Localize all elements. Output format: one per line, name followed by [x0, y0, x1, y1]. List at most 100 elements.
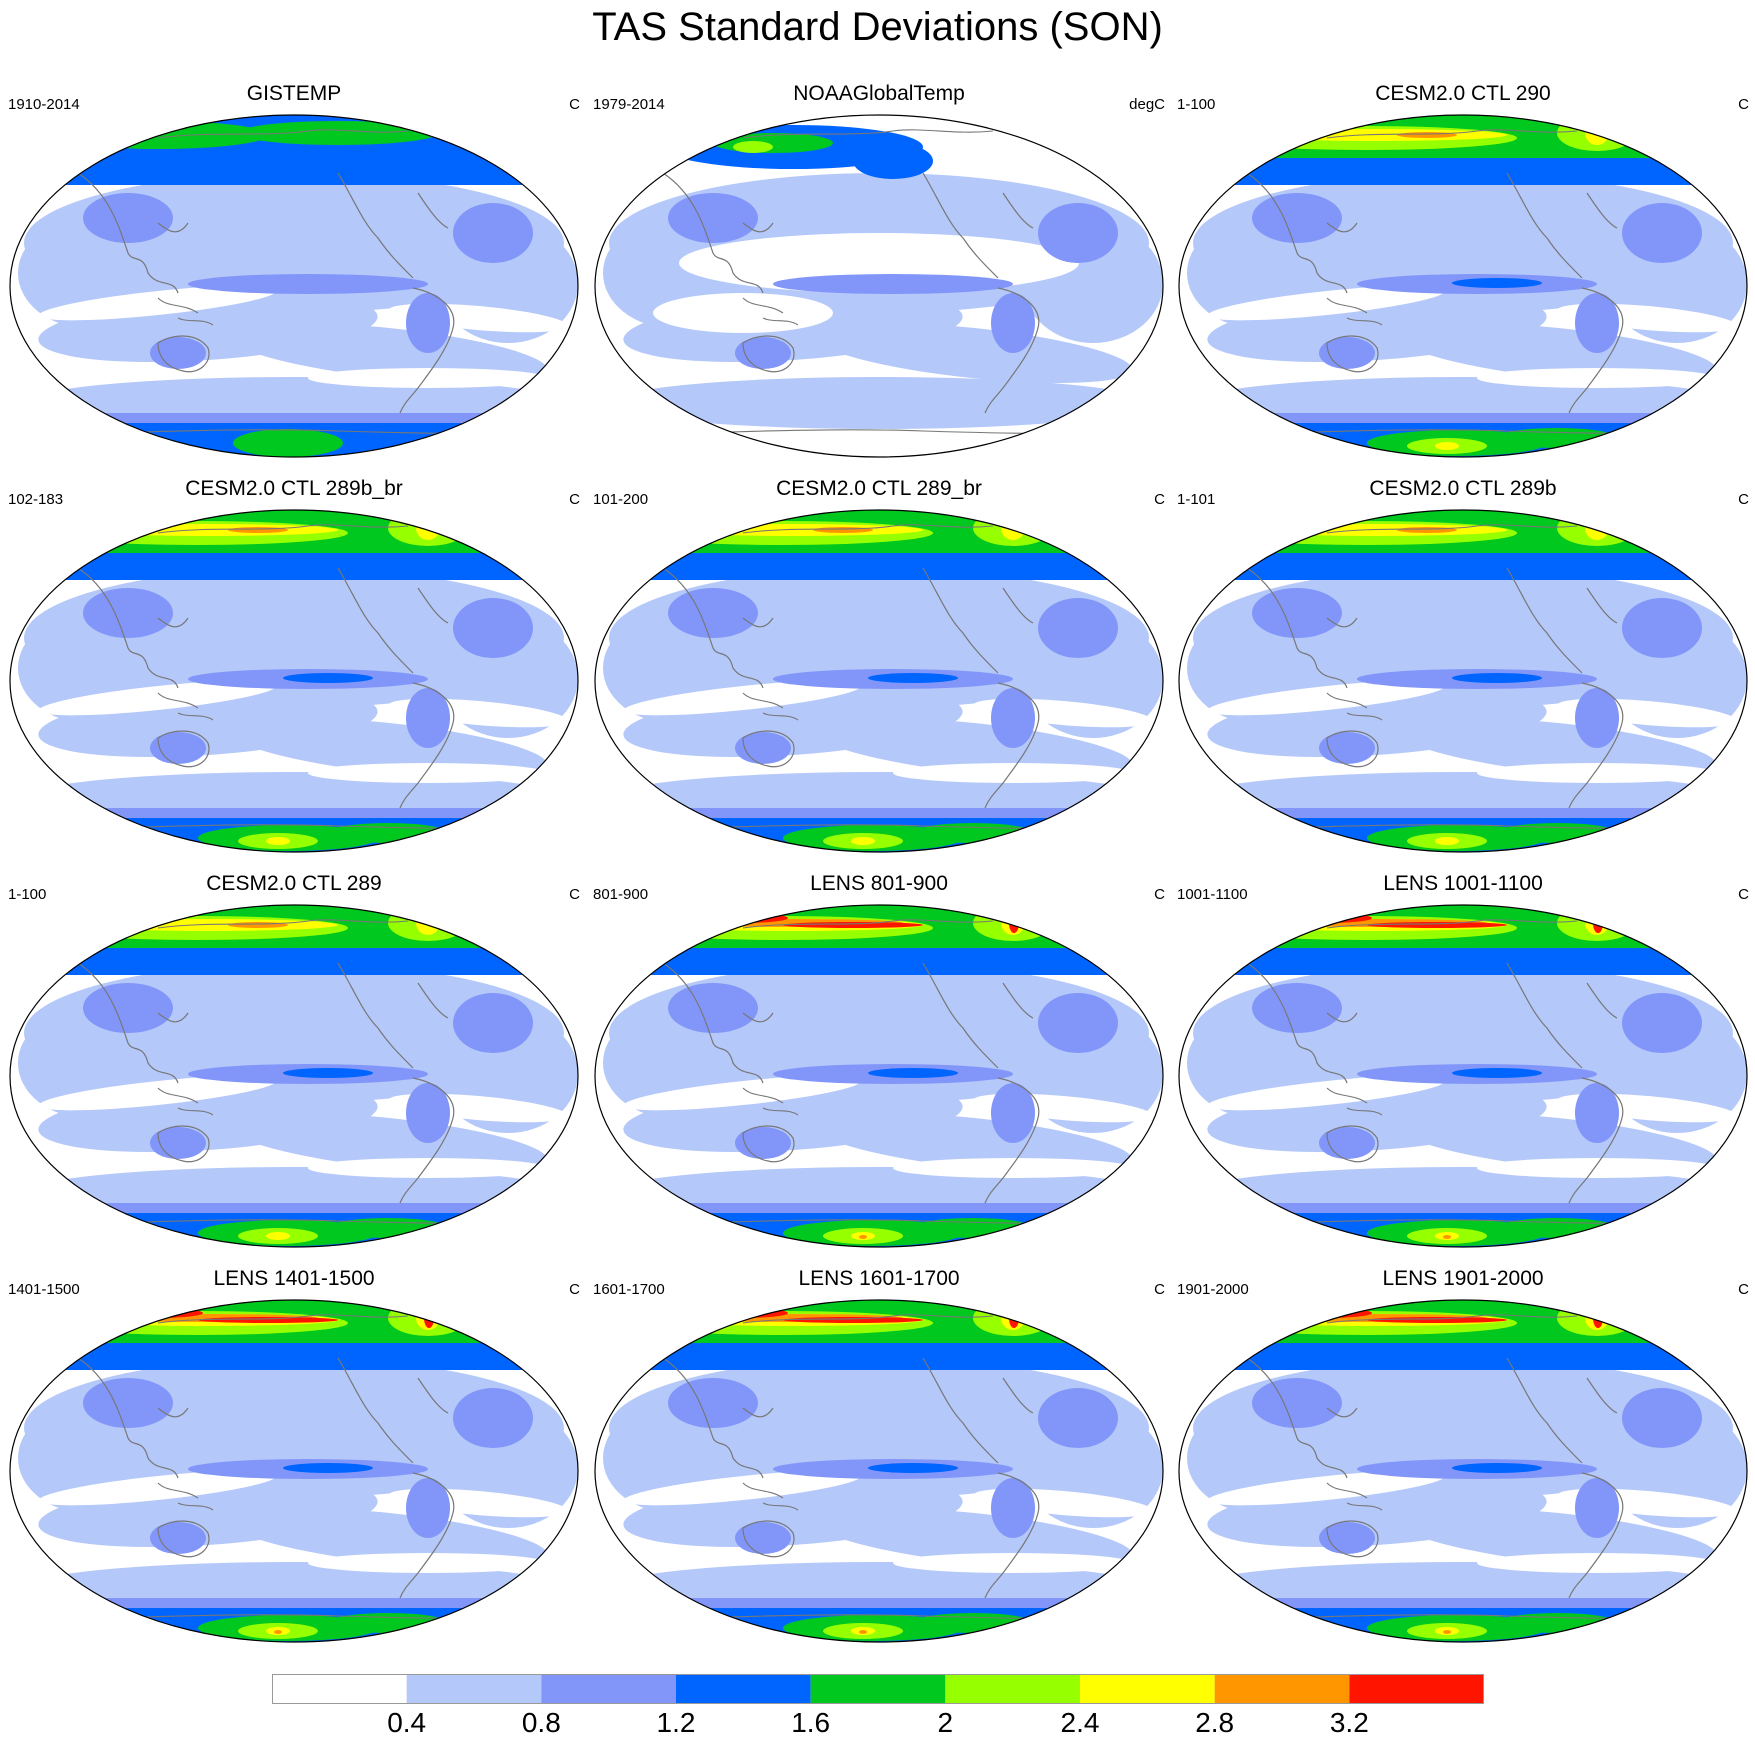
continent-anomaly — [1575, 1083, 1619, 1143]
panel-units-label: C — [569, 886, 580, 903]
equatorial-pacific-core — [1452, 1068, 1542, 1078]
colorbar-tick-label: 2.4 — [1060, 1707, 1100, 1738]
white-gap-region — [38, 285, 278, 321]
panel-period-label: 1901-2000 — [1177, 1281, 1249, 1298]
light-blue-region — [813, 1113, 1133, 1173]
continent-anomaly — [668, 193, 758, 243]
panel-title: LENS 1001-1100 — [1383, 872, 1543, 895]
world-map — [9, 509, 579, 853]
panel-units-label: C — [1738, 1281, 1749, 1298]
coastline-asia — [77, 567, 189, 689]
colorbar-tick-label: 3.2 — [1329, 1707, 1369, 1738]
coastline-south-america — [1568, 1077, 1624, 1204]
panel-units-label: degC — [1129, 96, 1165, 113]
map-panel: LENS 1601-1700 1601-1700 C — [593, 1267, 1165, 1643]
colorbar-tick-label: 1.2 — [656, 1707, 696, 1738]
coastline-north-america — [1506, 567, 1618, 674]
white-gap-region — [1477, 368, 1717, 388]
arctic-core — [238, 121, 438, 145]
shaded-field — [1179, 905, 1747, 1247]
continent-anomaly — [150, 732, 206, 764]
light-blue-region — [609, 377, 1149, 429]
arctic-extreme — [1009, 913, 1019, 933]
colorbar-swatch — [1214, 1674, 1350, 1704]
map-panel: CESM2.0 CTL 290 1-100 C — [1177, 82, 1749, 458]
antarctica-anomaly — [233, 429, 343, 457]
coastline-south-america — [399, 287, 455, 414]
coastline-arctic — [157, 919, 409, 929]
continent-anomaly — [1575, 1478, 1619, 1538]
colorbar-swatch — [272, 1674, 407, 1704]
white-gap-region — [308, 763, 548, 783]
coastline-south-america — [1568, 1472, 1624, 1599]
continent-anomaly — [991, 1478, 1035, 1538]
coastline-arctic — [1326, 919, 1578, 929]
light-blue-region — [1397, 1113, 1717, 1173]
map-panel: LENS 801-900 801-900 C — [593, 872, 1165, 1248]
continent-anomaly — [406, 688, 450, 748]
panel-title: LENS 1401-1500 — [213, 1267, 375, 1290]
coastline-maritime — [157, 297, 214, 326]
equatorial-pacific-core — [1452, 673, 1542, 683]
world-map — [1178, 509, 1748, 853]
arctic-extreme — [424, 1308, 434, 1328]
coastline-south-america — [984, 287, 1040, 414]
panel-title: CESM2.0 CTL 290 — [1375, 82, 1551, 105]
coastline-maritime — [742, 1087, 799, 1116]
light-blue-region — [1397, 323, 1717, 383]
map-panel: LENS 1001-1100 1001-1100 C — [1177, 872, 1749, 1248]
world-map — [594, 509, 1164, 853]
colorbar-swatch — [810, 1674, 946, 1704]
continent-anomaly — [735, 1127, 791, 1159]
white-gap-region — [308, 368, 548, 388]
map-panel: CESM2.0 CTL 289 1-100 C — [8, 872, 580, 1248]
shaded-field — [10, 905, 578, 1247]
panel-units-label: C — [1738, 886, 1749, 903]
coastline-arctic — [1326, 524, 1578, 534]
panel-period-label: 1979-2014 — [593, 96, 665, 113]
world-map — [9, 114, 579, 458]
arctic-extreme — [783, 1317, 923, 1323]
coastline-australia — [1326, 1520, 1379, 1558]
panel-period-label: 1401-1500 — [8, 1281, 80, 1298]
antarctica-hot — [266, 837, 290, 845]
white-gap-region — [38, 1470, 278, 1506]
continent-anomaly — [83, 588, 173, 638]
map-border — [9, 509, 579, 853]
panel-title: CESM2.0 CTL 289 — [206, 872, 382, 895]
coastline-maritime — [157, 1087, 214, 1116]
coastline-arctic — [1326, 129, 1578, 139]
world-map — [9, 1299, 579, 1643]
coastline-south-america — [399, 1472, 455, 1599]
continent-anomaly — [735, 732, 791, 764]
arctic-extreme — [113, 1308, 203, 1318]
arctic-extreme — [698, 913, 788, 923]
continent-anomaly — [735, 337, 791, 369]
coastline-asia — [77, 172, 189, 294]
coastline-south-america — [984, 1077, 1040, 1204]
continent-anomaly — [668, 588, 758, 638]
equatorial-pacific-core — [1452, 1463, 1542, 1473]
panel-period-label: 1910-2014 — [8, 96, 80, 113]
arctic-extreme — [1009, 1308, 1019, 1328]
continent-anomaly — [991, 688, 1035, 748]
continent-anomaly — [453, 598, 533, 658]
shaded-field — [595, 115, 1163, 457]
antarctica-hot — [1435, 837, 1459, 845]
coastline-south-america — [984, 1472, 1040, 1599]
continent-anomaly — [1622, 993, 1702, 1053]
white-gap-region — [893, 1158, 1133, 1178]
colorbar-tick-label: 2 — [937, 1707, 954, 1738]
panel-units-label: C — [569, 96, 580, 113]
white-gap-region — [1207, 1075, 1447, 1111]
antarctica-hot — [851, 837, 875, 845]
arctic-core — [48, 121, 268, 149]
map-panel: NOAAGlobalTemp 1979-2014 degC — [593, 82, 1165, 458]
panel-title: GISTEMP — [246, 82, 342, 105]
antarctica-hotter — [274, 1630, 282, 1634]
continent-anomaly — [991, 293, 1035, 353]
equatorial-pacific-core — [283, 1463, 373, 1473]
continent-anomaly — [406, 293, 450, 353]
colorbar-tick-label: 1.6 — [791, 1707, 831, 1738]
panel-units-label: C — [1154, 1281, 1165, 1298]
